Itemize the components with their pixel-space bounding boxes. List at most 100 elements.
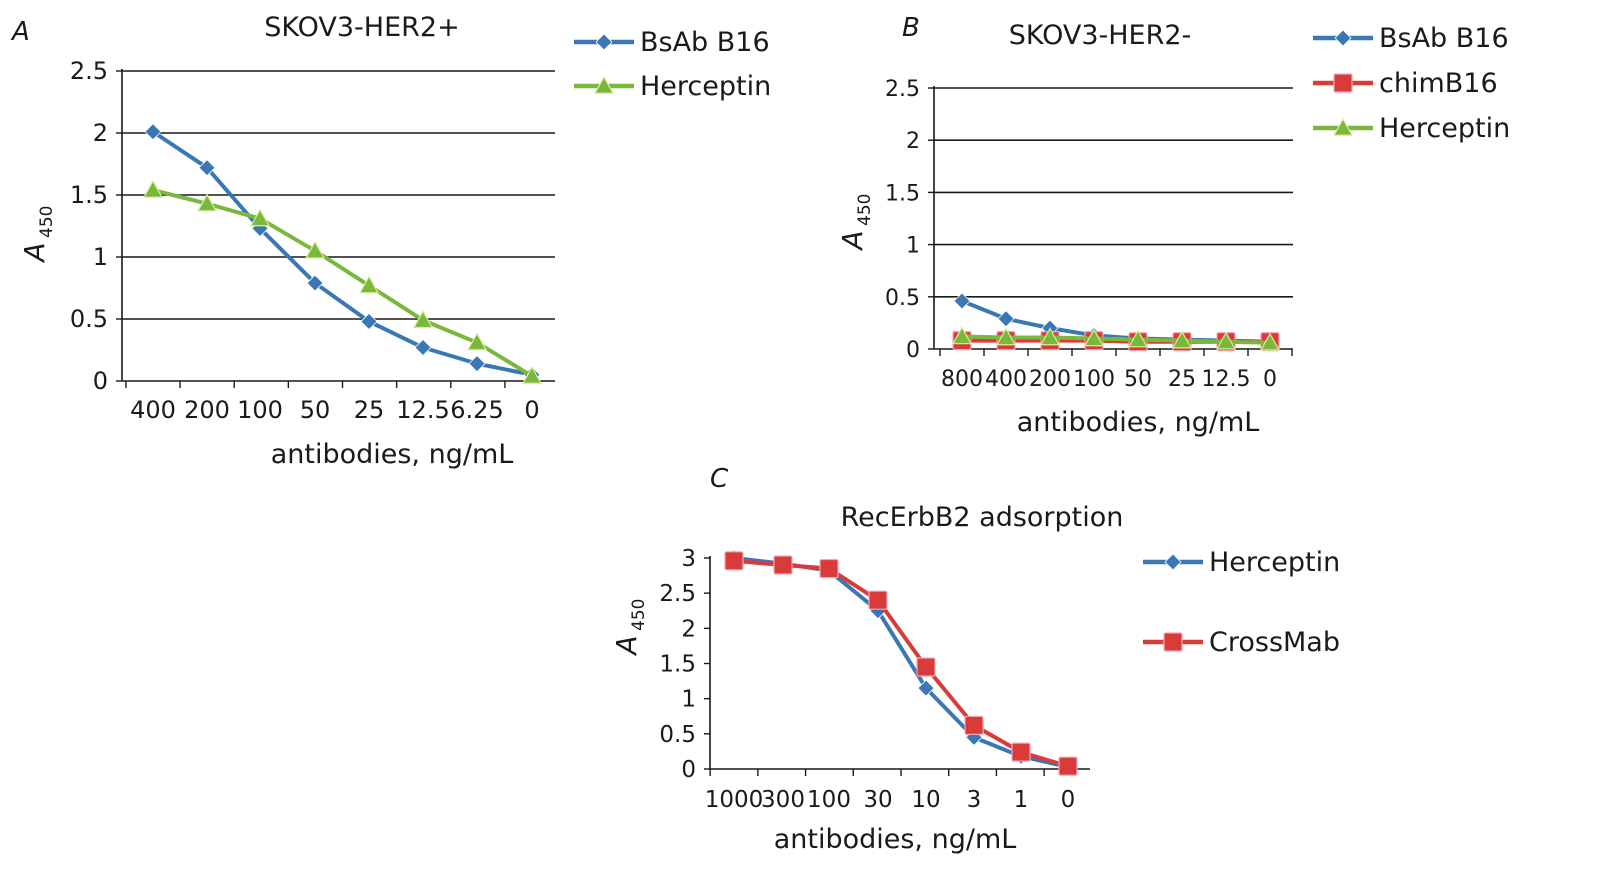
data-point	[916, 657, 936, 677]
y-tick-label: 0	[906, 338, 920, 363]
data-point	[198, 159, 216, 177]
y-tick-label: 1.5	[659, 652, 696, 678]
legend-item: Herceptin	[574, 71, 771, 102]
x-tick-label: 100	[807, 787, 851, 813]
y-axis-label: A 450	[610, 599, 649, 657]
x-tick-label: 100	[1073, 367, 1115, 392]
x-tick-label: 200	[1029, 367, 1071, 392]
x-tick-label: 400	[130, 396, 176, 424]
legend-marker	[1164, 553, 1182, 571]
x-tick-label: 200	[184, 396, 230, 424]
legend-label: CrossMab	[1209, 627, 1340, 658]
x-tick-label: 25	[354, 396, 385, 424]
legend-item: BsAb B16	[1313, 23, 1509, 54]
data-point	[466, 332, 488, 351]
chart-title: RecErbB2 adsorption	[841, 502, 1124, 533]
x-tick-label: 25	[1168, 367, 1196, 392]
x-tick-label: 100	[237, 396, 283, 424]
x-tick-label: 0	[1061, 787, 1076, 813]
series-line	[733, 556, 1069, 769]
chart-title: SKOV3-HER2-	[1009, 20, 1192, 51]
data-point	[304, 240, 326, 259]
series-herceptin	[142, 179, 543, 384]
chart-panel-b: B SKOV3-HER2- 0 0.5 1 1.5 2 2.5 800 400 200 100 50 25…	[836, 13, 1510, 438]
series-line	[961, 334, 1271, 345]
x-tick-label: 3	[967, 787, 982, 813]
data-point	[468, 355, 486, 373]
chart-panel-a: A SKOV3-HER2+ 0 0.5 1 1.5 2 2.5 400 200 100 50 25 12.…	[10, 12, 771, 470]
data-point	[953, 292, 971, 310]
data-point	[360, 312, 378, 331]
legend-item: chimB16	[1313, 68, 1498, 99]
panel-label: A	[10, 17, 30, 47]
y-axis-label: A 450	[836, 194, 875, 252]
data-point	[521, 365, 543, 384]
data-point	[144, 123, 162, 141]
y-axis-label-text: A	[610, 635, 643, 656]
x-tick-label: 1	[1014, 787, 1029, 813]
legend-label: BsAb B16	[1379, 23, 1509, 54]
data-point	[142, 179, 164, 198]
y-axis-label-subscript: 450	[629, 599, 649, 631]
data-point	[196, 193, 218, 212]
legend-item: CrossMab	[1143, 627, 1340, 658]
y-tick-label: 1.5	[70, 181, 108, 209]
data-point	[997, 310, 1015, 328]
y-tick-label: 1	[681, 687, 696, 713]
data-point	[819, 558, 839, 579]
data-point	[1011, 742, 1031, 762]
x-tick-label: 1000	[705, 787, 764, 813]
y-tick-label: 0.5	[659, 722, 696, 748]
y-tick-label: 0.5	[70, 305, 108, 333]
legend-item: Herceptin	[1313, 113, 1510, 144]
x-axis-label: antibodies, ng/mL	[774, 824, 1017, 855]
series-herceptin	[725, 549, 1077, 776]
legend-label: Herceptin	[1209, 547, 1340, 578]
legend-item: Herceptin	[1143, 547, 1340, 578]
data-point	[306, 274, 324, 292]
x-tick-label: 0	[524, 396, 539, 424]
y-tick-label: 0	[681, 757, 696, 783]
x-tick-label: 12.5	[1202, 367, 1251, 392]
legend-marker	[595, 33, 613, 51]
y-axis-label-text: A	[836, 230, 869, 251]
x-tick-label: 400	[985, 367, 1027, 392]
data-point	[1083, 328, 1105, 347]
x-tick-label: 6.25	[450, 396, 503, 424]
panel-label: C	[710, 464, 729, 494]
data-point	[1171, 330, 1193, 349]
x-tick-label: 800	[941, 367, 983, 392]
y-axis-label-text: A	[18, 242, 51, 263]
data-point	[773, 555, 793, 575]
y-tick-label: 0.5	[885, 286, 920, 311]
legend-label: BsAb B16	[640, 27, 770, 58]
legend-item: BsAb B16	[574, 27, 770, 58]
data-point	[249, 208, 271, 227]
panel-label: B	[902, 13, 920, 43]
data-point	[1215, 331, 1237, 350]
x-tick-label: 12.5	[396, 396, 449, 424]
data-point	[995, 327, 1017, 346]
y-axis-label-subscript: 450	[37, 206, 57, 238]
data-point	[917, 679, 935, 697]
data-point	[1039, 327, 1061, 346]
y-tick-label: 2	[906, 129, 920, 154]
legend-marker	[593, 75, 615, 94]
data-point	[414, 338, 432, 357]
y-tick-label: 1	[93, 243, 108, 271]
y-tick-label: 2	[681, 616, 696, 642]
data-point	[868, 590, 888, 610]
data-point	[358, 275, 380, 294]
legend-label: chimB16	[1379, 68, 1498, 99]
y-tick-label: 2	[93, 119, 108, 147]
y-axis-label: A 450	[18, 206, 57, 264]
x-tick-label: 50	[1124, 367, 1152, 392]
series-line	[151, 130, 533, 377]
x-axis-label: antibodies, ng/mL	[271, 439, 514, 470]
data-point	[951, 326, 973, 345]
series-crossmab	[724, 551, 1078, 776]
x-tick-label: 0	[1263, 367, 1277, 392]
data-point	[1259, 332, 1281, 351]
x-tick-label: 300	[761, 787, 805, 813]
